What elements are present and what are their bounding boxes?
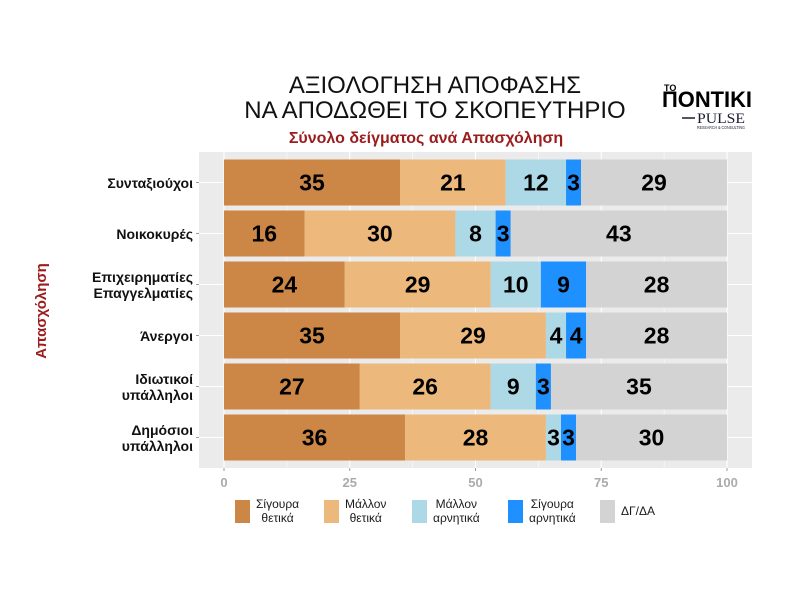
data-label: 36 xyxy=(302,425,328,451)
legend-label: Σίγουρα θετικά xyxy=(256,497,300,525)
bar-segment xyxy=(455,210,496,257)
data-label: 29 xyxy=(405,272,431,298)
logo-prefix-text: ΤΟ xyxy=(664,83,676,93)
legend-item: Σίγουρα θετικά xyxy=(235,496,299,526)
bar-segment xyxy=(566,159,582,206)
legend-key xyxy=(508,499,523,523)
legend-label: Μάλλον αρνητικά xyxy=(433,497,480,525)
bar-segment xyxy=(545,414,562,461)
y-category-label: Επιχειρηματίες Επαγγελματίες xyxy=(92,268,193,301)
bar-segment xyxy=(550,363,727,410)
bar-segment xyxy=(561,414,577,461)
data-label: 4 xyxy=(550,323,563,349)
chart-subtitle: Σύνολο δείγματος ανά Απασχόληση xyxy=(289,130,563,147)
data-label: 28 xyxy=(644,323,670,349)
logo: ΤΟ ΠΟΝΤΙΚΙ PULSE RESEARCH & CONSULTING xyxy=(662,83,752,130)
bar-segment xyxy=(535,363,551,410)
legend-key xyxy=(412,499,427,523)
data-label: 3 xyxy=(567,170,580,196)
bar-segment xyxy=(581,159,727,206)
x-tick-label: 100 xyxy=(716,475,738,490)
legend-key xyxy=(235,499,250,523)
data-label: 3 xyxy=(497,221,510,247)
logo-partner-tagline: RESEARCH & CONSULTING xyxy=(697,125,745,130)
data-label: 16 xyxy=(251,221,277,247)
bar-segment xyxy=(576,414,727,461)
bar-segment xyxy=(224,210,305,257)
bar-segment xyxy=(586,261,727,308)
data-label: 35 xyxy=(299,323,325,349)
data-label: 10 xyxy=(503,272,529,298)
y-category-label: Νοικοκυρές xyxy=(116,225,193,242)
data-label: 29 xyxy=(641,170,667,196)
data-label: 12 xyxy=(523,170,549,196)
legend-label: ΔΓ/ΔΑ xyxy=(621,504,655,518)
bar-segment xyxy=(586,312,727,359)
bar-segment xyxy=(566,312,587,359)
data-label: 3 xyxy=(547,425,560,451)
y-axis-title: Απασχόληση xyxy=(33,263,50,359)
bar-segment xyxy=(359,363,491,410)
bar-segment xyxy=(495,210,511,257)
bar-segment xyxy=(545,312,567,359)
legend-label: Μάλλον θετικά xyxy=(345,497,387,525)
x-tick-label: 0 xyxy=(220,475,227,490)
bar-segment xyxy=(224,363,360,410)
bars xyxy=(224,159,727,461)
bar-segment xyxy=(540,261,587,308)
data-label: 28 xyxy=(463,425,489,451)
bar-segment xyxy=(344,261,491,308)
data-label: 26 xyxy=(412,374,438,400)
bar-segment xyxy=(224,159,401,206)
data-label: 8 xyxy=(469,221,482,247)
legend-item: Μάλλον αρνητικά xyxy=(412,496,480,526)
data-label: 3 xyxy=(562,425,575,451)
data-label: 9 xyxy=(557,272,570,298)
data-label: 3 xyxy=(537,374,550,400)
x-tick-label: 50 xyxy=(468,475,482,490)
data-label: 29 xyxy=(460,323,486,349)
axes: 0 25 50 75 100 xyxy=(196,182,738,490)
data-label: 28 xyxy=(644,272,670,298)
data-label: 30 xyxy=(639,425,665,451)
data-label: 30 xyxy=(367,221,393,247)
bar-segment xyxy=(400,312,546,359)
x-tick-label: 25 xyxy=(343,475,357,490)
logo-name-text: ΠΟΝΤΙΚΙ xyxy=(662,87,752,112)
data-label: 21 xyxy=(440,170,466,196)
legend-item: Μάλλον θετικά xyxy=(324,496,386,526)
bar-segment xyxy=(224,312,401,359)
data-label: 24 xyxy=(272,272,298,298)
data-label: 27 xyxy=(279,374,305,400)
data-label: 9 xyxy=(507,374,520,400)
legend-item: ΔΓ/ΔΑ xyxy=(600,496,655,526)
legend-key xyxy=(324,499,339,523)
bar-segment xyxy=(405,414,546,461)
bar-segment xyxy=(505,159,567,206)
bar-segment xyxy=(490,261,541,308)
y-category-label: Συνταξιούχοι xyxy=(107,174,193,191)
bar-segment xyxy=(400,159,506,206)
y-category-label: Ιδιωτικοί υπάλληλοι xyxy=(121,370,193,403)
data-label: 43 xyxy=(606,221,632,247)
bar-segment xyxy=(304,210,456,257)
bar-segment xyxy=(510,210,727,257)
y-category-label: Δημόσιοι υπάλληλοι xyxy=(121,421,193,454)
bar-segment xyxy=(224,414,406,461)
x-tick-label: 75 xyxy=(594,475,608,490)
chart-title: ΑΞΙΟΛΟΓΗΣΗ ΑΠΟΦΑΣΗΣ ΝΑ ΑΠΟΔΩΘΕΙ ΤΟ ΣΚΟΠΕ… xyxy=(244,72,626,124)
legend-key xyxy=(600,499,615,523)
data-label: 35 xyxy=(299,170,325,196)
legend-label: Σίγουρα αρνητικά xyxy=(529,497,576,525)
legend-item: Σίγουρα αρνητικά xyxy=(508,496,576,526)
data-label: 35 xyxy=(626,374,652,400)
logo-partner-text: PULSE xyxy=(697,111,745,127)
y-category-label: Άνεργοι xyxy=(140,327,193,344)
data-label: 4 xyxy=(570,323,583,349)
bar-segment xyxy=(490,363,536,410)
bar-segment xyxy=(224,261,345,308)
